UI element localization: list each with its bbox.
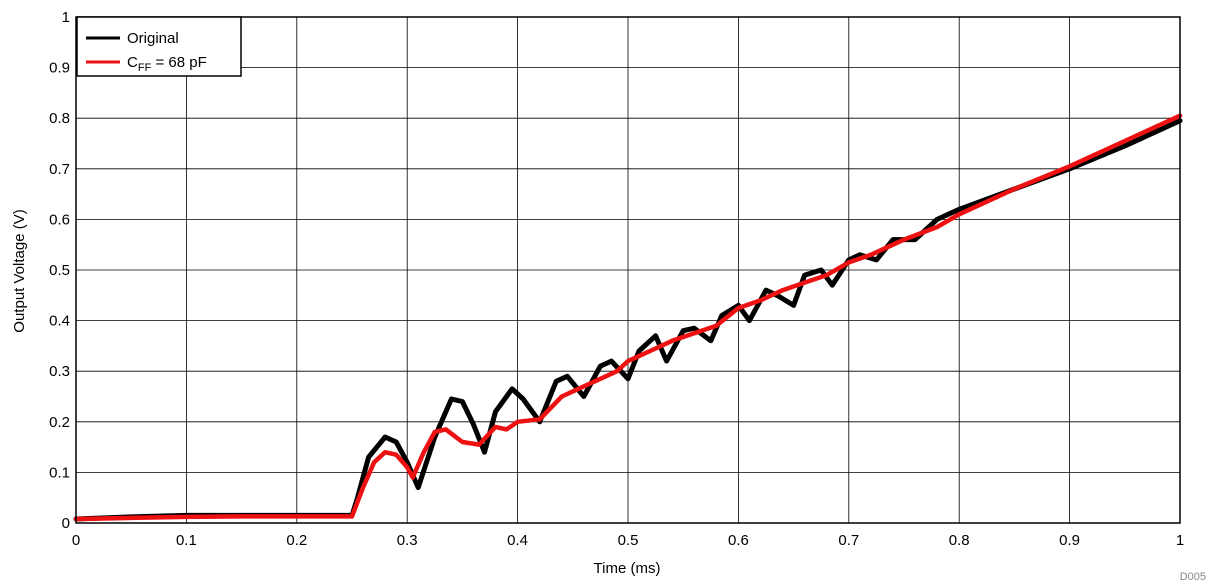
y-axis-label: Output Voltage (V) (11, 209, 28, 332)
x-tick-label: 0.6 (728, 532, 749, 549)
y-tick-label: 0.4 (49, 313, 70, 330)
x-tick-labels: 0 0.1 0.2 0.3 0.4 0.5 0.6 0.7 0.8 0.9 1 (72, 532, 1184, 549)
x-tick-label: 0.7 (838, 532, 859, 549)
legend-label-cff: CFF = 68 pF (127, 54, 207, 74)
y-tick-label: 0.9 (49, 60, 70, 77)
legend-label-original-text: Original (127, 30, 179, 47)
legend-label-cff-prefix: C (127, 54, 138, 71)
y-tick-label: 0.8 (49, 110, 70, 127)
x-tick-label: 0.4 (507, 532, 528, 549)
x-tick-label: 1 (1176, 532, 1184, 549)
x-tick-label: 0.3 (397, 532, 418, 549)
x-axis-label: Time (ms) (594, 560, 661, 577)
y-tick-label: 0.7 (49, 161, 70, 178)
figure-id: D005 (1180, 571, 1206, 583)
x-tick-label: 0.1 (176, 532, 197, 549)
x-tick-label: 0 (72, 532, 80, 549)
grid-lines (75, 16, 1181, 524)
y-tick-label: 1 (62, 9, 70, 26)
y-tick-label: 0.6 (49, 211, 70, 228)
y-tick-label: 0.5 (49, 262, 70, 279)
x-tick-label: 0.5 (618, 532, 639, 549)
x-tick-label: 0.9 (1059, 532, 1080, 549)
legend: Original CFF = 68 pF (76, 16, 242, 77)
x-tick-label: 0.8 (949, 532, 970, 549)
y-tick-label: 0.1 (49, 464, 70, 481)
legend-label-original: Original (127, 30, 179, 47)
series-line-1 (73, 113, 1183, 522)
y-tick-label: 0 (62, 515, 70, 532)
legend-label-cff-subscript: FF (138, 62, 152, 74)
plot-frame (75, 16, 1181, 524)
plot-series (73, 113, 1183, 522)
y-tick-labels: 0 0.1 0.2 0.3 0.4 0.5 0.6 0.7 0.8 0.9 1 (49, 9, 70, 532)
legend-box (76, 16, 242, 77)
y-tick-label: 0.2 (49, 414, 70, 431)
y-tick-label: 0.3 (49, 363, 70, 380)
legend-label-cff-suffix: = 68 pF (151, 54, 206, 71)
x-tick-label: 0.2 (286, 532, 307, 549)
